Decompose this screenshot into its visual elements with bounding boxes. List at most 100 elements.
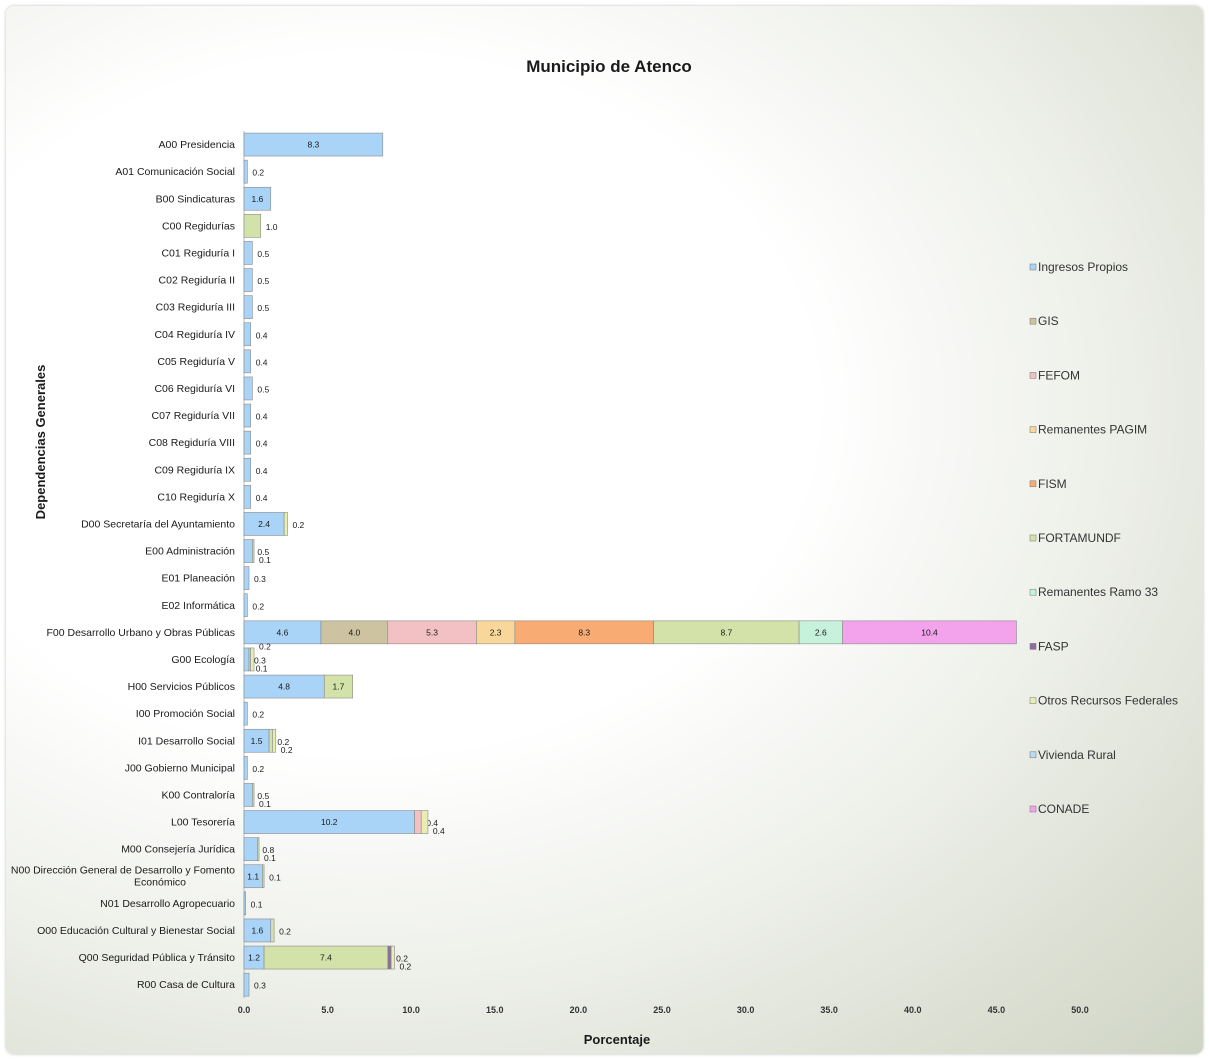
x-tick-label: 10.0 <box>402 1005 420 1015</box>
x-tick-label: 15.0 <box>486 1005 504 1015</box>
category-label: C08 Regiduría VIII <box>149 437 235 449</box>
bar-segment <box>250 647 255 672</box>
x-tick-label: 50.0 <box>1071 1005 1089 1015</box>
bar-segment <box>323 674 353 699</box>
legend-entry: Vivienda Rural <box>1038 748 1116 762</box>
category-label: C04 Regiduría IV <box>154 329 235 341</box>
data-label: 0.4 <box>256 439 268 449</box>
legend-entry: FEFOM <box>1038 368 1080 382</box>
legend: Ingresos Propios GIS FEFOM Remanentes PAGIM… <box>1029 260 1178 816</box>
legend-swatch <box>1029 372 1037 379</box>
data-label: 0.1 <box>259 799 271 809</box>
data-label: 1.7 <box>333 682 345 692</box>
x-axis-title: Porcentaje <box>584 1032 650 1047</box>
legend-entry: CONADE <box>1038 802 1089 816</box>
data-label: 8.3 <box>307 140 319 150</box>
bar-segment <box>243 214 262 238</box>
data-label: 0.4 <box>256 493 268 503</box>
category-label: Q00 Seguridad Pública y Tránsito <box>79 952 236 964</box>
category-label: E00 Administración <box>145 546 235 558</box>
data-label: 0.4 <box>256 466 268 476</box>
legend-swatch <box>1029 480 1037 488</box>
data-label: 0.1 <box>259 555 271 565</box>
data-label: 0.8 <box>262 845 274 855</box>
legend-swatch <box>1029 643 1037 650</box>
bar-segment <box>270 918 275 943</box>
data-label: 0.5 <box>257 276 269 286</box>
data-label: 0.3 <box>254 574 266 584</box>
data-label: 10.2 <box>321 817 338 827</box>
data-label: 0.4 <box>426 818 438 828</box>
bar-segment <box>243 295 253 319</box>
category-label: C10 Regiduría X <box>157 491 235 503</box>
bar-segment <box>420 810 429 834</box>
legend-swatch <box>1029 534 1037 542</box>
data-label: 4.0 <box>348 627 360 637</box>
data-label: 0.1 <box>264 853 276 863</box>
data-label: 0.2 <box>281 745 293 755</box>
category-label: C09 Regiduría IX <box>154 464 235 476</box>
data-label: 0.2 <box>252 764 264 774</box>
data-label: 1.1 <box>247 871 259 881</box>
x-tick-label: 20.0 <box>570 1005 588 1015</box>
category-label: I01 Desarrollo Social <box>138 735 235 747</box>
legend-swatch <box>1029 263 1037 271</box>
legend-swatch <box>1029 697 1037 704</box>
category-label: D00 Secretaría del Ayuntamiento <box>81 518 235 530</box>
category-label: E01 Planeación <box>161 573 235 585</box>
data-label: 1.0 <box>266 222 278 232</box>
data-label: 2.3 <box>490 627 502 637</box>
data-label: 2.4 <box>258 519 270 529</box>
legend-swatch <box>1029 426 1037 433</box>
data-label: 0.2 <box>292 520 304 530</box>
category-label: C03 Regiduría III <box>156 302 235 314</box>
bar-segment <box>414 810 422 834</box>
chart-title: Municipio de Atenco <box>526 57 692 76</box>
category-label: F00 Desarrollo Urbano y Obras Públicas <box>47 627 236 639</box>
legend-entry: FASP <box>1038 639 1069 653</box>
bar-segment <box>243 783 253 807</box>
bar-segment <box>243 430 251 455</box>
bar-segment <box>243 972 250 997</box>
x-tick-label: 30.0 <box>737 1005 755 1015</box>
data-label: 0.1 <box>251 899 263 909</box>
bar-segment <box>272 728 277 753</box>
legend-entry: Remanentes PAGIM <box>1038 423 1147 437</box>
bar-segment <box>243 701 248 726</box>
bar-segment <box>243 539 253 563</box>
legend-swatch <box>1029 317 1037 325</box>
category-label: A00 Presidencia <box>159 139 236 151</box>
category-label: K00 Contraloría <box>161 789 235 801</box>
bar-segment <box>243 268 253 292</box>
data-label: 0.5 <box>257 384 269 394</box>
data-label: 5.3 <box>426 627 438 637</box>
data-label: 4.8 <box>278 682 290 692</box>
bar-segment <box>243 376 253 401</box>
bar-segment <box>252 783 255 807</box>
legend-entry: GIS <box>1038 314 1059 328</box>
data-label: 1.5 <box>251 736 263 746</box>
category-label: A01 Comunicación Social <box>115 166 235 178</box>
data-label: 0.4 <box>256 412 268 422</box>
x-tick-label: 45.0 <box>988 1005 1006 1015</box>
bar-segment <box>243 891 246 916</box>
x-tick-label: 35.0 <box>820 1005 838 1015</box>
data-label: 1.6 <box>251 194 263 204</box>
data-label: 4.6 <box>277 627 289 637</box>
data-label: 0.2 <box>279 926 291 936</box>
data-label: 0.3 <box>254 655 266 665</box>
bar-segment <box>257 837 260 861</box>
bar-segment <box>243 566 250 590</box>
category-label: C05 Regiduría V <box>157 356 235 368</box>
legend-swatch <box>1029 588 1037 596</box>
category-label: C07 Regiduría VII <box>152 410 235 422</box>
data-label: 0.4 <box>433 826 445 836</box>
bar-segment <box>243 647 250 672</box>
data-label: 0.3 <box>254 981 266 991</box>
data-label: 8.3 <box>578 627 590 637</box>
x-tick-label: 5.0 <box>321 1005 334 1015</box>
legend-entry: Ingresos Propios <box>1038 260 1128 274</box>
category-label: E02 Informática <box>161 600 235 612</box>
data-label: 0.5 <box>257 249 269 259</box>
